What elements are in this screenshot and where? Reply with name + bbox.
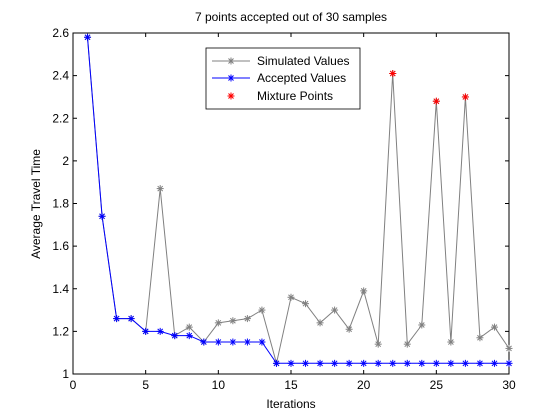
data-point-accepted-values (142, 327, 150, 335)
y-tick-label: 2.4 (52, 69, 69, 83)
x-tick-label: 0 (70, 378, 77, 392)
legend-marker (227, 57, 235, 65)
data-point-simulated-values (302, 300, 310, 308)
data-point-accepted-values (229, 338, 237, 346)
data-point-accepted-values (156, 327, 164, 335)
x-tick-label: 25 (430, 378, 444, 392)
x-tick-label: 15 (284, 378, 298, 392)
series-line-simulated-values (87, 37, 510, 364)
x-axis-label: Iterations (266, 397, 315, 411)
legend-swatch-accepted-star (227, 74, 235, 82)
data-point-accepted-values (243, 338, 251, 346)
x-tick-label: 5 (142, 378, 149, 392)
data-point-mixture-points (461, 93, 469, 101)
data-point-accepted-values (214, 338, 222, 346)
data-point-simulated-values (214, 319, 222, 327)
data-point-simulated-values (360, 287, 368, 295)
legend-swatch-simulated-star (227, 57, 235, 65)
data-point-accepted-values (345, 359, 353, 367)
data-point-accepted-values (389, 359, 397, 367)
data-point-simulated-values (316, 319, 324, 327)
chart-title: 7 points accepted out of 30 samples (195, 10, 387, 24)
data-point-accepted-values (374, 359, 382, 367)
data-point-accepted-values (287, 359, 295, 367)
data-point-simulated-values (185, 323, 193, 331)
data-point-simulated-values (331, 306, 339, 314)
data-point-simulated-values (403, 340, 411, 348)
data-point-simulated-values (476, 334, 484, 342)
y-tick-label: 1.2 (52, 324, 69, 338)
data-point-simulated-values (229, 317, 237, 325)
data-point-accepted-values (272, 359, 280, 367)
x-tick-label: 30 (502, 378, 516, 392)
legend-marker (227, 74, 235, 82)
legend-swatch-mixture-star (227, 92, 235, 100)
y-axis-label: Average Travel Time (29, 149, 43, 259)
data-point-accepted-values (185, 332, 193, 340)
data-point-simulated-values (156, 185, 164, 193)
y-tick-label: 2.2 (52, 111, 69, 125)
data-point-accepted-values (171, 332, 179, 340)
data-point-mixture-points (432, 97, 440, 105)
data-point-simulated-values (505, 344, 513, 352)
data-point-simulated-values (243, 315, 251, 323)
data-point-simulated-values (287, 293, 295, 301)
y-tick-label: 1.4 (52, 282, 69, 296)
tick-layer: 0 5 10 15 20 25 30 1 1.2 1.4 1.6 1.8 2 2.2 2.4 2.6 (52, 26, 516, 392)
data-point-accepted-values (505, 359, 513, 367)
data-point-simulated-values (447, 338, 455, 346)
y-tick-label: 2.6 (52, 26, 69, 40)
legend-label-simulated: Simulated Values (257, 54, 350, 68)
data-point-accepted-values (476, 359, 484, 367)
data-point-accepted-values (84, 33, 92, 41)
data-point-accepted-values (403, 359, 411, 367)
data-point-accepted-values (461, 359, 469, 367)
data-point-simulated-values (418, 321, 426, 329)
data-point-accepted-values (200, 338, 208, 346)
data-point-accepted-values (316, 359, 324, 367)
data-point-accepted-values (113, 315, 121, 323)
legend-label-mixture: Mixture Points (257, 89, 333, 103)
data-point-simulated-values (258, 306, 266, 314)
y-tick-label: 1.6 (52, 239, 69, 253)
data-point-accepted-values (127, 315, 135, 323)
data-point-accepted-values (258, 338, 266, 346)
legend-marker (227, 92, 235, 100)
data-point-simulated-values (345, 325, 353, 333)
y-tick-label: 1.8 (52, 197, 69, 211)
legend-label-accepted: Accepted Values (257, 71, 346, 85)
data-point-accepted-values (360, 359, 368, 367)
series-layer (84, 33, 513, 367)
data-point-accepted-values (331, 359, 339, 367)
data-point-accepted-values (432, 359, 440, 367)
data-point-accepted-values (418, 359, 426, 367)
data-point-mixture-points (389, 69, 397, 77)
y-tick-label: 2 (62, 154, 69, 168)
data-point-accepted-values (490, 359, 498, 367)
x-tick-label: 20 (357, 378, 371, 392)
data-point-accepted-values (302, 359, 310, 367)
y-tick-label: 1 (62, 367, 69, 381)
x-tick-label: 10 (212, 378, 226, 392)
legend: Simulated Values Accepted Values Mixture… (205, 47, 361, 110)
data-point-accepted-values (98, 212, 106, 220)
data-point-simulated-values (490, 323, 498, 331)
data-point-accepted-values (447, 359, 455, 367)
data-point-simulated-values (374, 340, 382, 348)
